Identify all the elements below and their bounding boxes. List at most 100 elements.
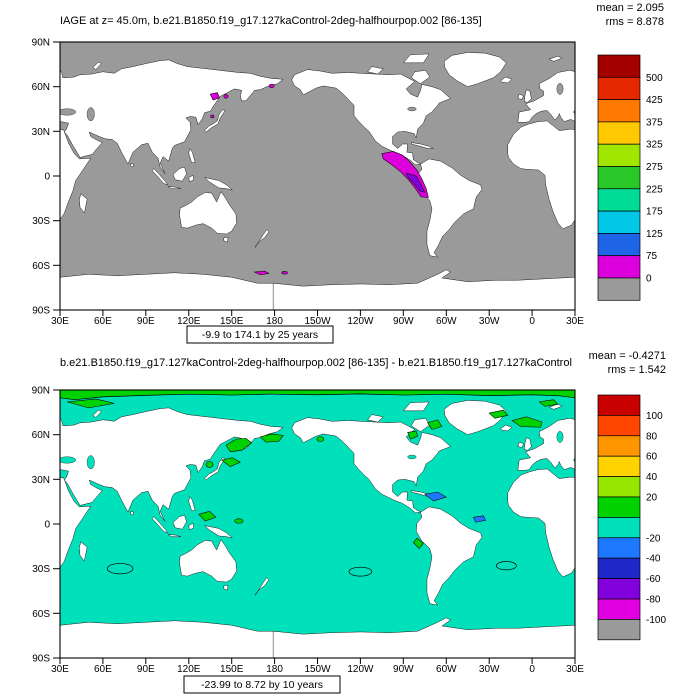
bottom-colorbar-labels: 100 80 60 40 20 -20 -40 -60 -80 -100 [646, 411, 666, 626]
bottom-title: b.e21.B1850.f19_g17.127kaControl-2deg-ha… [60, 357, 572, 369]
bottom-y-axis-ticks [53, 389, 60, 659]
y-tick-label: 30N [32, 475, 50, 486]
top-mean-label: mean = 2.095 [596, 2, 664, 14]
colorbar-block [597, 455, 641, 477]
colorbar-block [597, 166, 641, 190]
top-x-axis-ticks [59, 310, 576, 316]
colorbar-label: 325 [646, 140, 663, 151]
colorbar-block [597, 435, 641, 457]
colorbar-label: 40 [646, 472, 658, 483]
x-tick-label: 120W [347, 316, 374, 327]
colorbar-label: 225 [646, 184, 663, 195]
x-tick-label: 90E [137, 316, 155, 327]
colorbar-label: 425 [646, 95, 663, 106]
colorbar-label: -60 [646, 574, 661, 585]
top-caption: -9.9 to 174.1 by 25 years [186, 325, 334, 344]
colorbar-label: 20 [646, 493, 658, 504]
top-map: 30E 60E 90E 120E 150E 180 150W 120W 90W … [32, 38, 585, 328]
colorbar-label: 500 [646, 73, 663, 84]
top-colorbar-labels: 500 425 375 325 275 225 175 125 75 0 [646, 73, 663, 285]
colorbar-block [597, 188, 641, 212]
bottom-y-axis-labels: 90N 60N 30N 0 30S 60S 90S [32, 386, 51, 665]
top-colorbar: 500 425 375 325 275 225 175 125 75 0 [597, 54, 663, 301]
x-tick-label: 120E [177, 316, 201, 327]
bottom-panel: b.e21.B1850.f19_g17.127kaControl-2deg-ha… [32, 350, 666, 694]
colorbar-label: 60 [646, 452, 658, 463]
x-tick-label: 90W [393, 316, 414, 327]
top-y-axis-ticks [53, 41, 60, 311]
colorbar-label: -40 [646, 554, 661, 565]
colorbar-block [597, 76, 641, 100]
top-caption-box [186, 325, 334, 344]
colorbar-block [597, 557, 641, 579]
top-y-axis-labels: 90N 60N 30N 0 30S 60S 90S [32, 38, 51, 317]
bottom-caption-box [183, 675, 341, 694]
bottom-mean-label: mean = -0.4271 [589, 350, 666, 362]
colorbar-block [597, 277, 641, 301]
top-title: IAGE at z= 45.0m, b.e21.B1850.f19_g17.12… [60, 15, 482, 27]
colorbar-block [597, 233, 641, 257]
x-tick-label: 60W [436, 664, 457, 675]
colorbar-block [597, 517, 641, 539]
x-tick-label: 90W [393, 664, 414, 675]
colorbar-label: 375 [646, 117, 663, 128]
y-tick-label: 90S [32, 306, 50, 317]
top-x-axis-labels: 30E 60E 90E 120E 150E 180 150W 120W 90W … [51, 316, 584, 327]
x-tick-label: 150W [304, 316, 331, 327]
x-tick-label: 0 [529, 664, 535, 675]
y-tick-label: 60N [32, 430, 50, 441]
x-tick-label: 150E [220, 316, 244, 327]
colorbar-block [597, 99, 641, 123]
colorbar-label: 100 [646, 411, 663, 422]
top-rms-label: rms = 8.878 [606, 16, 664, 28]
x-tick-label: 120W [347, 664, 374, 675]
bottom-rms-label: rms = 1.542 [608, 364, 666, 376]
colorbar-block [597, 143, 641, 167]
y-tick-label: 0 [44, 172, 50, 183]
bottom-x-axis-labels: 30E 60E 90E 120E 150E 180 150W 120W 90W … [51, 664, 584, 675]
bottom-x-axis-ticks [59, 658, 576, 664]
x-tick-label: 180 [266, 664, 283, 675]
colorbar-label: 175 [646, 207, 663, 218]
bottom-caption-text: -23.99 to 8.72 by 10 years [201, 679, 323, 691]
y-tick-label: 90N [32, 386, 50, 397]
top-panel: IAGE at z= 45.0m, b.e21.B1850.f19_g17.12… [32, 2, 664, 344]
y-tick-label: 90S [32, 654, 50, 665]
x-tick-label: 150W [304, 664, 331, 675]
y-tick-label: 30S [32, 564, 50, 575]
y-tick-label: 60S [32, 609, 50, 620]
colorbar-block [597, 415, 641, 437]
y-tick-label: 30S [32, 216, 50, 227]
y-tick-label: 0 [44, 520, 50, 531]
x-tick-label: 0 [529, 316, 535, 327]
colorbar-label: 0 [646, 274, 652, 285]
bottom-caption: -23.99 to 8.72 by 10 years [183, 675, 341, 694]
colorbar-label: -100 [646, 615, 666, 626]
colorbar-block [597, 578, 641, 600]
x-tick-label: 60E [94, 664, 112, 675]
bottom-map: 30E 60E 90E 120E 150E 180 150W 120W 90W … [32, 386, 585, 676]
x-tick-label: 90E [137, 664, 155, 675]
colorbar-label: -20 [646, 533, 661, 544]
colorbar-block [597, 476, 641, 498]
x-tick-label: 30W [479, 316, 500, 327]
colorbar-block [597, 121, 641, 145]
colorbar-block [597, 210, 641, 234]
colorbar-label: -80 [646, 595, 661, 606]
colorbar-label: 125 [646, 229, 663, 240]
colorbar-block [597, 496, 641, 518]
x-tick-label: 30E [51, 664, 69, 675]
colorbar-block [597, 54, 641, 78]
x-tick-label: 60E [94, 316, 112, 327]
y-tick-label: 60N [32, 82, 50, 93]
x-tick-label: 30E [51, 316, 69, 327]
colorbar-label: 80 [646, 431, 658, 442]
colorbar-block [597, 619, 641, 641]
colorbar-block [597, 394, 641, 416]
colorbar-block [597, 255, 641, 279]
x-tick-label: 150E [220, 664, 244, 675]
x-tick-label: 60W [436, 316, 457, 327]
x-tick-label: 30W [479, 664, 500, 675]
x-tick-label: 120E [177, 664, 201, 675]
x-tick-label: 30E [566, 316, 584, 327]
